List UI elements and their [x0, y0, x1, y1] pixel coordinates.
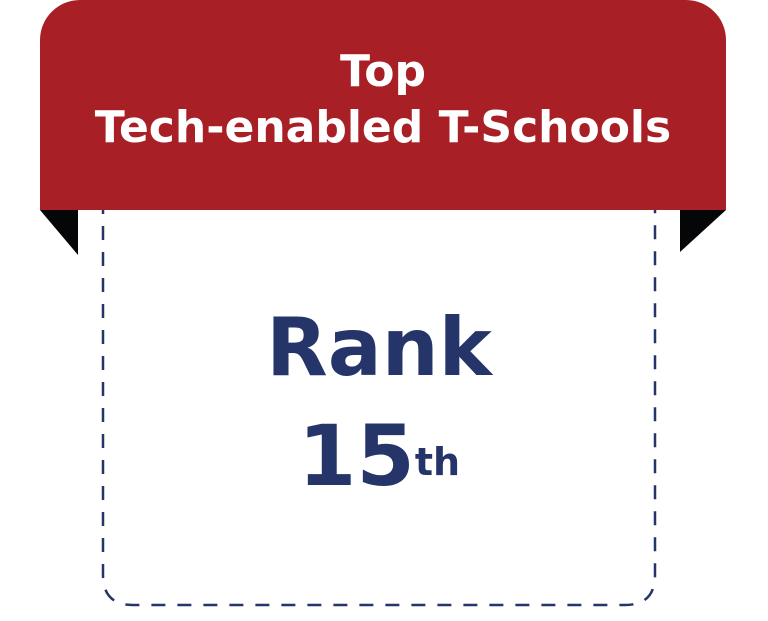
rank-label: Rank [266, 301, 492, 394]
banner-title: Top Tech-enabled T-Schools [40, 44, 726, 156]
ribbon-fold-right [680, 210, 726, 252]
rank-value: 15th [103, 408, 655, 504]
dashed-card-border [101, 200, 657, 607]
rank-suffix: th [414, 440, 461, 484]
rank-number: 15 [297, 407, 415, 505]
banner-title-line2: Tech-enabled T-Schools [94, 102, 672, 153]
title-banner [40, 0, 726, 210]
ribbon-fold-left [40, 210, 78, 255]
banner-title-line1: Top [340, 46, 426, 97]
